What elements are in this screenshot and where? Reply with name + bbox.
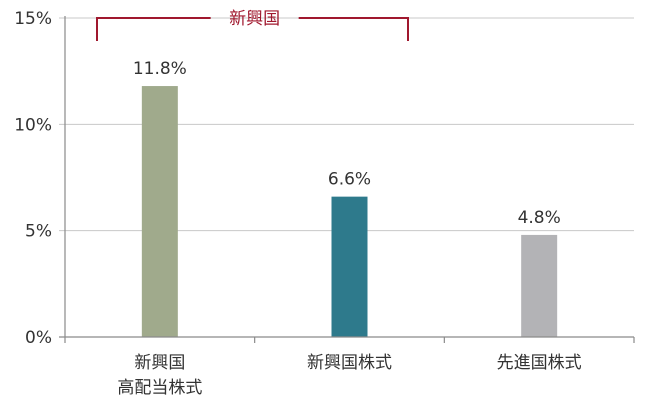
bar — [521, 234, 558, 337]
group-bracket: 新興国 — [96, 9, 409, 41]
bar — [331, 196, 368, 337]
y-tick-label: 0% — [25, 328, 52, 348]
x-tick-label: 新興国 — [134, 353, 185, 373]
y-tick-label: 15% — [14, 9, 52, 29]
bar — [141, 86, 178, 337]
data-labels: 11.8% 6.6% 4.8% — [133, 59, 561, 228]
y-axis-ticks: 0% 5% 10% 15% — [14, 9, 52, 348]
bars — [141, 86, 558, 337]
bracket-left — [96, 17, 211, 41]
x-tick-label: 先進国株式 — [497, 353, 582, 373]
data-label: 6.6% — [328, 170, 371, 190]
data-label: 4.8% — [518, 208, 561, 228]
data-label: 11.8% — [133, 59, 187, 79]
x-tick-label: 高配当株式 — [117, 378, 202, 398]
bracket-label: 新興国 — [229, 9, 280, 29]
y-tick-label: 5% — [25, 222, 52, 242]
bracket-right — [298, 17, 409, 41]
axes — [59, 16, 635, 343]
y-tick-label: 10% — [14, 115, 52, 135]
x-tick-label: 新興国株式 — [307, 353, 392, 373]
